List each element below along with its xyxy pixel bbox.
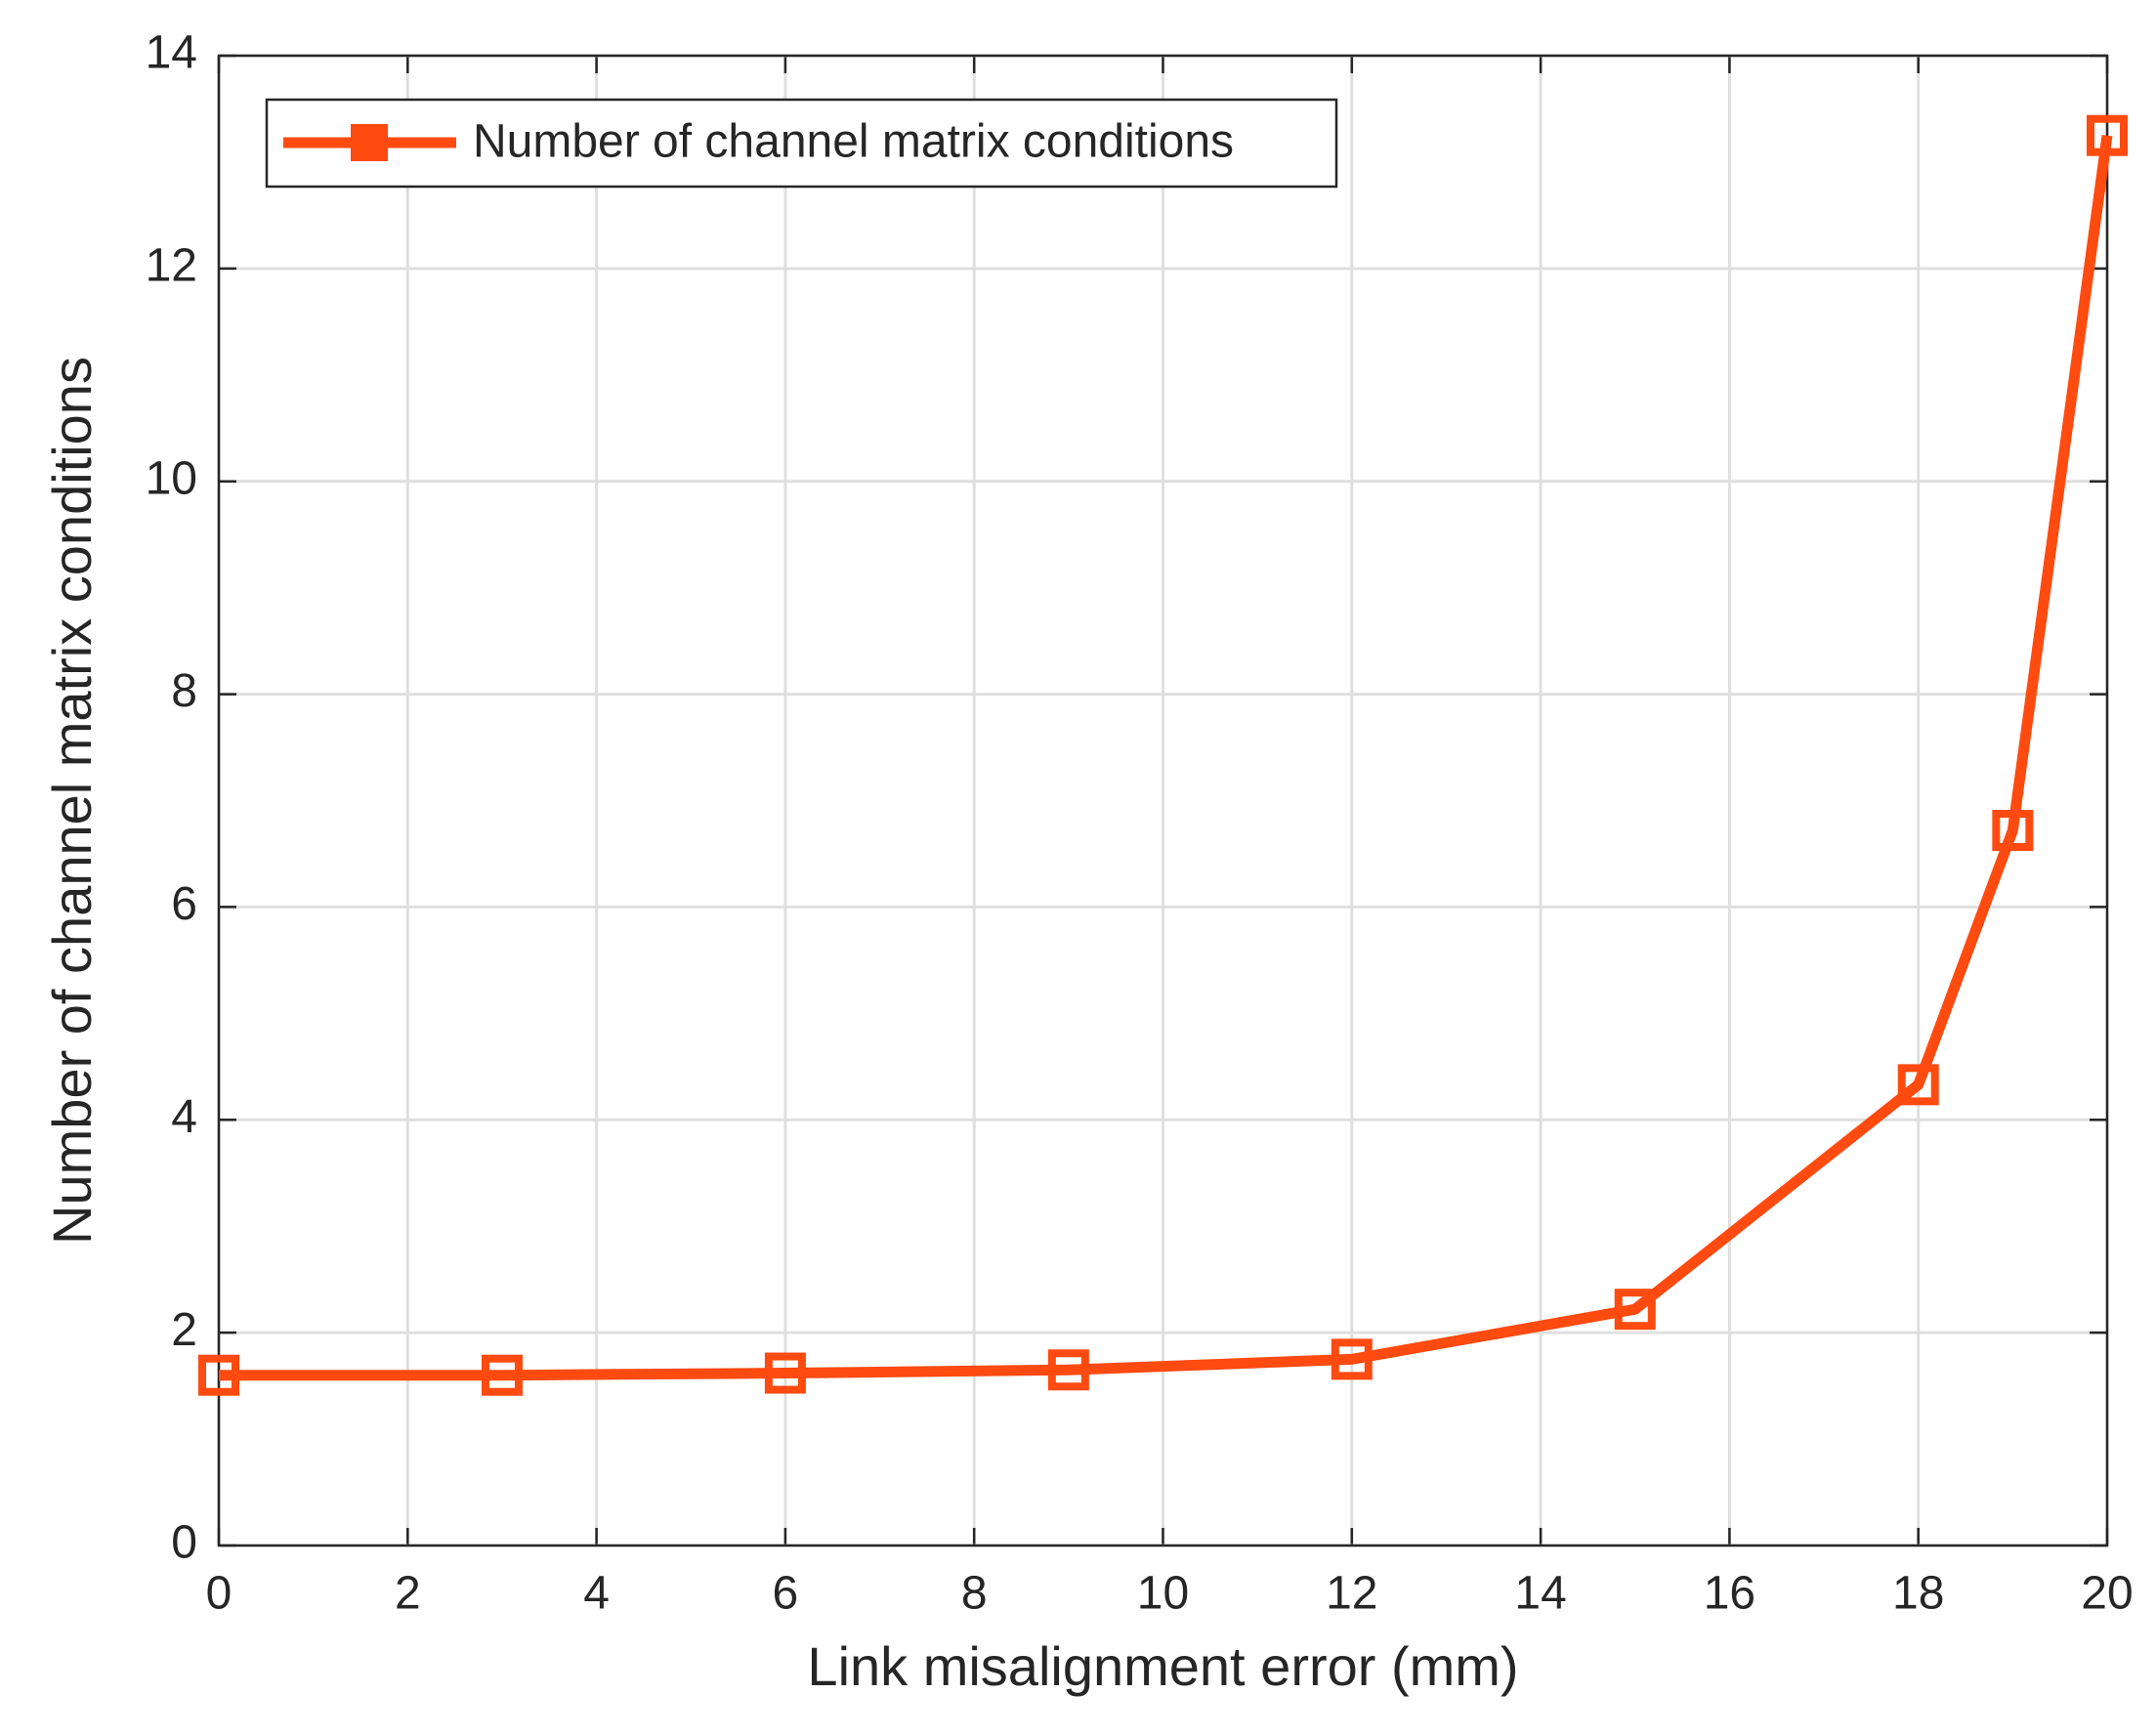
axes-box [217, 54, 2109, 1547]
y-tick-label: 8 [171, 665, 197, 717]
marker [1047, 1349, 1089, 1391]
marker [1331, 1338, 1373, 1380]
marker [1897, 1064, 1939, 1106]
x-tick-label: 18 [1892, 1568, 1944, 1620]
marker [2087, 114, 2128, 156]
x-axis-label: Link misalignment error (mm) [807, 1635, 1518, 1697]
y-tick-label: 6 [171, 878, 197, 930]
x-tick-label: 10 [1137, 1568, 1189, 1620]
marker [1614, 1289, 1656, 1331]
legend-label: Number of channel matrix conditions [473, 116, 1234, 168]
x-tick-label: 2 [395, 1568, 421, 1620]
x-tick-label: 0 [206, 1568, 233, 1620]
x-tick-label: 16 [1704, 1568, 1755, 1620]
marker [764, 1352, 806, 1394]
marker [1992, 810, 2034, 851]
y-tick-label: 12 [146, 240, 197, 292]
x-tick-label: 14 [1514, 1568, 1566, 1620]
y-tick-label: 4 [171, 1091, 197, 1143]
legend-marker [351, 124, 388, 161]
y-tick-label: 10 [146, 452, 197, 504]
marker [481, 1354, 523, 1396]
x-tick-label: 4 [583, 1568, 610, 1620]
marker [198, 1354, 239, 1396]
y-tick-label: 2 [171, 1304, 197, 1356]
x-tick-label: 8 [961, 1568, 988, 1620]
y-tick-label: 14 [146, 27, 197, 79]
x-tick-label: 6 [773, 1568, 799, 1620]
y-axis-label: Number of channel matrix conditions [41, 357, 103, 1245]
x-tick-label: 12 [1326, 1568, 1377, 1620]
y-tick-label: 0 [171, 1517, 197, 1569]
x-tick-label: 20 [2081, 1568, 2133, 1620]
data-line [219, 134, 2113, 1381]
